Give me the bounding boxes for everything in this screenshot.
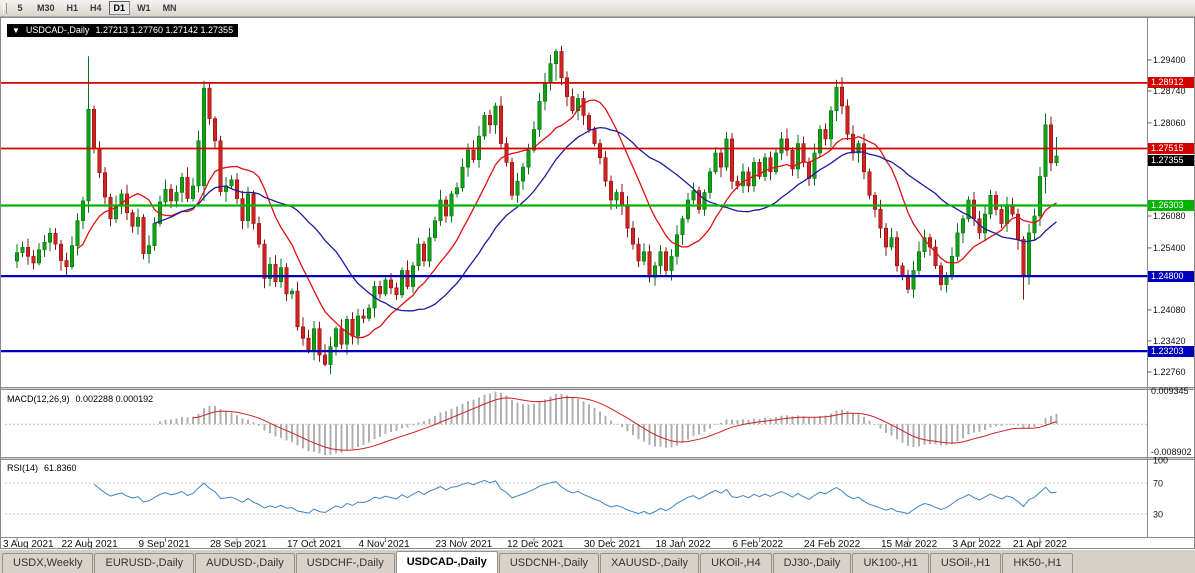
chart-tab-bar: USDX,Weekly EURUSD-,Daily AUDUSD-,Daily USD…: [0, 549, 1195, 573]
macd-values: 0.002288 0.000192: [75, 394, 154, 404]
price-axis-label: 1.28060: [1153, 118, 1186, 128]
macd-signal-line: [192, 396, 1057, 451]
chart-tabs: USDX,Weekly EURUSD-,Daily AUDUSD-,Daily USD…: [2, 551, 1074, 573]
date-axis: 3 Aug 2021 22 Aug 2021 9 Sep 2021 28 Sep 20…: [3, 538, 1067, 549]
period-button-d1[interactable]: D1: [108, 1, 131, 15]
rsi-name: RSI(14): [7, 463, 39, 473]
date-label: 17 Oct 2021: [287, 539, 342, 549]
price-chart-canvas[interactable]: 1.29400 1.28740 1.28060 1.26080 1.25400 1.240…: [1, 18, 1195, 549]
price-badge-current-price: 1.27355: [1148, 154, 1194, 166]
timeframe-toolbar: 5 M30 H1 H4 D1 W1 MN: [0, 0, 1195, 17]
macd-label: MACD(12,26,9) 0.002288 0.000192: [7, 393, 153, 405]
period-button-5[interactable]: 5: [10, 1, 30, 15]
rsi-value: 61.8360: [44, 463, 77, 473]
candlestick-series: [15, 46, 1059, 375]
macd-axis-label: 0.009345: [1151, 386, 1189, 396]
price-axis-label: 1.28740: [1153, 86, 1186, 96]
date-label: 9 Sep 2021: [139, 539, 191, 549]
chart-symbol-period: USDCAD-,Daily: [25, 25, 90, 35]
period-button-h1[interactable]: H1: [62, 1, 84, 15]
date-label: 15 Mar 2022: [881, 539, 938, 549]
ma-12-line: [77, 99, 1057, 339]
price-axis-label: 1.29400: [1153, 55, 1186, 65]
price-badge-resistance-level-1: 1.28912: [1148, 77, 1194, 89]
chart-tab-xauusd-daily[interactable]: XAUUSD-,Daily: [600, 553, 700, 573]
symbol-dropdown-icon[interactable]: ▼: [12, 26, 20, 35]
period-button-w1[interactable]: W1: [132, 1, 156, 15]
price-axis-label: 1.23420: [1153, 336, 1186, 346]
price-axis-label: 1.22760: [1153, 367, 1186, 377]
chart-tab-usdx-weekly[interactable]: USDX,Weekly: [2, 553, 94, 573]
date-label: 3 Aug 2021: [3, 539, 54, 549]
macd-histogram: [159, 391, 1058, 455]
price-axis-label: 1.24080: [1153, 305, 1186, 315]
period-buttons: 5 M30 H1 H4 D1 W1 MN: [10, 1, 182, 15]
date-label: 18 Jan 2022: [656, 539, 711, 549]
chart-tab-audusd-daily[interactable]: AUDUSD-,Daily: [195, 553, 295, 573]
date-label: 6 Feb 2022: [733, 539, 784, 549]
date-label: 3 Apr 2022: [953, 539, 1002, 549]
date-label: 21 Apr 2022: [1013, 539, 1067, 549]
chart-tab-usoil-h1[interactable]: USOil-,H1: [929, 553, 1002, 573]
price-badge-resistance-level-2: 1.27515: [1148, 143, 1194, 154]
chart-tab-eurusd-daily[interactable]: EURUSD-,Daily: [94, 553, 195, 573]
price-badge-support-level-1: 1.24800: [1148, 270, 1194, 282]
date-label: 22 Aug 2021: [62, 539, 119, 549]
rsi-axis-label: 30: [1153, 509, 1163, 519]
price-badge-pivot-level: 1.26303: [1148, 200, 1194, 211]
chart-tab-hk50-h1[interactable]: HK50-,H1: [1002, 553, 1073, 573]
macd-axis-label: -0.008902: [1151, 447, 1192, 457]
date-label: 12 Dec 2021: [507, 539, 564, 549]
ma-26-line: [154, 126, 1057, 312]
chart-tab-ukoil-h4[interactable]: UKOil-,H4: [700, 553, 772, 573]
date-label: 30 Dec 2021: [584, 539, 641, 549]
chart-tab-usdcnh-daily[interactable]: USDCNH-,Daily: [498, 553, 600, 573]
pane-separator[interactable]: [1, 457, 1195, 460]
price-axis-label: 1.25400: [1153, 243, 1186, 253]
chart-tab-usdcad-daily[interactable]: USDCAD-,Daily: [395, 551, 498, 573]
chart-info-box: ▼ USDCAD-,Daily 1.27213 1.27760 1.27142 …: [7, 24, 239, 37]
chart-window[interactable]: 1.29400 1.28740 1.28060 1.26080 1.25400 1.240…: [0, 17, 1195, 549]
chart-tab-uk100-h1[interactable]: UK100-,H1: [852, 553, 929, 573]
chart-tab-dj30-daily[interactable]: DJ30-,Daily: [772, 553, 852, 573]
price-axis-label: 1.26080: [1153, 211, 1186, 221]
date-label: 28 Sep 2021: [210, 539, 267, 549]
chart-ohlc-values: 1.27213 1.27760 1.27142 1.27355: [95, 25, 234, 35]
pane-separator[interactable]: [1, 387, 1195, 390]
date-label: 4 Nov 2021: [359, 539, 411, 549]
period-button-h4[interactable]: H4: [85, 1, 107, 15]
period-button-mn[interactable]: MN: [158, 1, 182, 15]
date-label: 24 Feb 2022: [804, 539, 861, 549]
horizontal-levels[interactable]: [1, 82, 1148, 353]
rsi-axis-label: 70: [1153, 479, 1163, 489]
price-badge-support-level-2: 1.23203: [1148, 345, 1194, 357]
price-axis: 1.29400 1.28740 1.28060 1.26080 1.25400 1.240…: [1147, 55, 1186, 377]
rsi-line: [93, 479, 1057, 515]
date-label: 23 Nov 2021: [436, 539, 493, 549]
period-button-m30[interactable]: M30: [32, 1, 60, 15]
toolbar-grip[interactable]: [3, 2, 7, 14]
macd-name: MACD(12,26,9): [7, 394, 70, 404]
chart-tab-usdchf-daily[interactable]: USDCHF-,Daily: [295, 553, 395, 573]
rsi-axis-label: 100: [1153, 456, 1168, 466]
rsi-label: RSI(14) 61.8360: [7, 462, 77, 474]
